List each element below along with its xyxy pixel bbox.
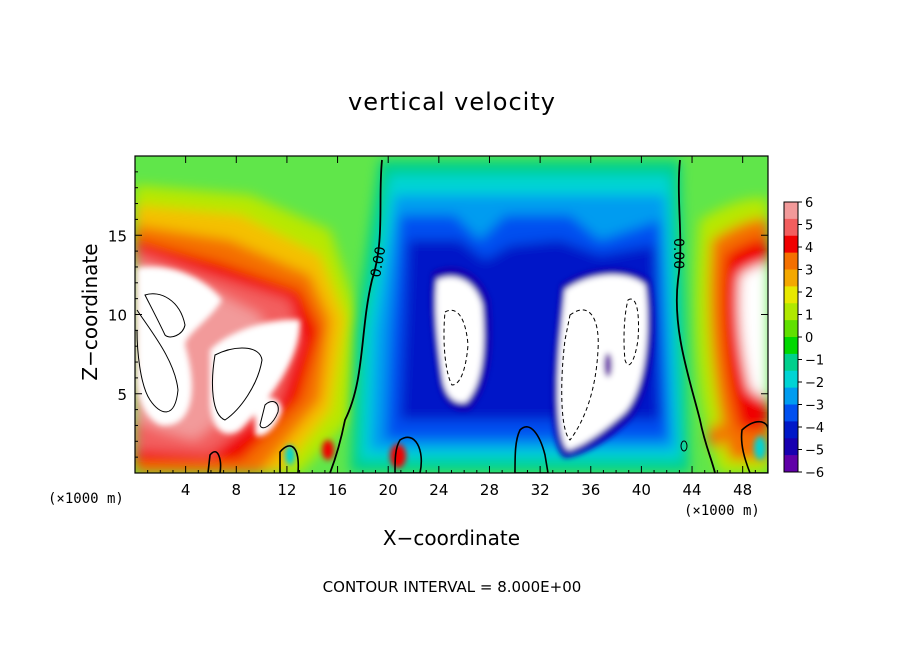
colorbar-swatch — [784, 370, 798, 389]
white-core-negative — [430, 267, 654, 458]
y-tick-label: 10 — [108, 307, 127, 325]
y-tick-label: 5 — [117, 386, 127, 404]
x-unit-label-right: (×1000 m) — [684, 503, 760, 519]
colorbar-swatch — [784, 421, 798, 439]
x-tick-label: 32 — [531, 481, 550, 499]
x-tick-label: 12 — [277, 481, 296, 499]
colorbar-swatch — [784, 438, 798, 456]
x-axis-label: X−coordinate — [382, 526, 521, 550]
colorbar-swatch — [784, 404, 798, 422]
colorbar-swatch — [784, 320, 798, 338]
colorbar-tick-label: 6 — [805, 196, 813, 211]
positive-region-right — [696, 198, 768, 473]
colorbar-tick-label: 2 — [805, 286, 813, 301]
contour-lines — [136, 159, 768, 473]
x-tick-label: 8 — [232, 481, 242, 499]
chart-title: vertical velocity — [348, 88, 556, 116]
x-tick-label: 44 — [682, 481, 701, 499]
colorbar-swatch — [784, 252, 798, 270]
colorbar-tick-label: 0 — [805, 331, 813, 346]
colorbar-swatch — [784, 269, 798, 287]
x-tick-label: 40 — [632, 481, 651, 499]
x-tick-label: 4 — [181, 481, 191, 499]
colorbar-tick-label: −1 — [805, 354, 824, 369]
contour-labels: 0.00 0.00 — [368, 238, 686, 279]
contour-label-right: 0.00 — [670, 238, 686, 269]
x-tick-label: 48 — [733, 481, 752, 499]
colorbar-swatch — [784, 353, 798, 372]
colorbar-tick-label: −3 — [805, 399, 824, 414]
colorbar-tick-label: −5 — [805, 444, 824, 459]
colorbar-tick-label: −2 — [805, 376, 824, 391]
surface-features — [285, 436, 766, 468]
colorbar-tick-label: −4 — [805, 421, 824, 436]
x-tick-label: 28 — [480, 481, 499, 499]
x-tick-label: 20 — [379, 481, 398, 499]
x-tick-label: 36 — [581, 481, 600, 499]
x-tick-label: 16 — [328, 481, 347, 499]
colorbar-swatch — [784, 202, 798, 220]
x-tick-label: 24 — [429, 481, 448, 499]
contour-label-left: 0.00 — [368, 245, 389, 278]
colorbar-swatch — [784, 303, 798, 321]
colorbar-swatch — [784, 286, 798, 304]
white-core-left — [137, 266, 300, 436]
colorbar-tick-label: 4 — [805, 241, 813, 256]
velocity-field — [135, 156, 768, 473]
y-axis: 5 10 15 — [108, 171, 768, 458]
colorbar-tick-label: 3 — [805, 264, 813, 279]
colorbar: 6 5 4 3 2 1 0 −1 −2 −3 −4 −5 −6 — [783, 196, 824, 481]
colorbar-swatch — [784, 337, 798, 355]
colorbar-tick-label: −6 — [805, 466, 824, 481]
y-tick-label: 15 — [108, 227, 127, 245]
x-unit-label-left: (×1000 m) — [48, 491, 124, 507]
y-axis-label: Z−coordinate — [78, 243, 102, 381]
colorbar-swatch — [784, 387, 798, 405]
colorbar-tick-label: 5 — [805, 219, 813, 234]
colorbar-swatch — [784, 235, 798, 254]
x-axis: 4 8 12 16 20 24 28 32 36 40 44 48 — [147, 156, 756, 499]
contour-interval-note: CONTOUR INTERVAL = 8.000E+00 — [322, 578, 582, 596]
colorbar-tick-label: 1 — [805, 309, 813, 324]
colorbar-swatch — [784, 218, 798, 237]
colorbar-swatch — [784, 455, 798, 473]
